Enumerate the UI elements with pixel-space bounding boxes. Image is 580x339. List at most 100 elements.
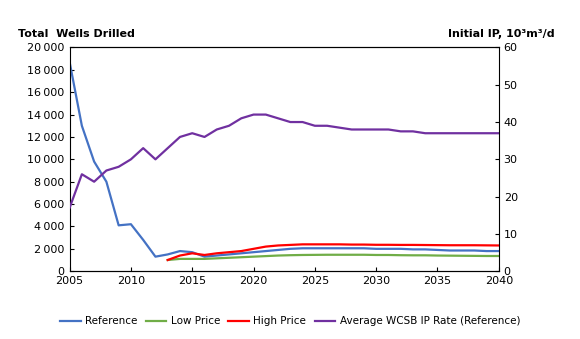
Average WCSB IP Rate (Reference) — [483, 131, 490, 135]
Reference — [238, 251, 245, 255]
Reference — [213, 254, 220, 258]
High Price — [348, 242, 355, 246]
High Price — [434, 243, 441, 247]
Reference — [152, 255, 159, 259]
High Price — [213, 251, 220, 255]
High Price — [226, 250, 233, 254]
Low Price — [471, 254, 478, 258]
Reference — [103, 180, 110, 184]
Average WCSB IP Rate (Reference) — [311, 124, 318, 128]
Reference — [262, 249, 269, 253]
Reference — [311, 246, 318, 250]
Low Price — [495, 254, 502, 258]
Reference — [483, 249, 490, 253]
Low Price — [274, 254, 281, 258]
Reference — [78, 124, 85, 128]
Reference — [360, 246, 367, 250]
Low Price — [201, 257, 208, 261]
High Price — [397, 243, 404, 247]
Low Price — [360, 253, 367, 257]
Average WCSB IP Rate (Reference) — [103, 168, 110, 173]
Reference — [128, 222, 135, 226]
Line: Reference: Reference — [70, 62, 499, 257]
Reference — [274, 248, 281, 252]
Average WCSB IP Rate (Reference) — [250, 113, 257, 117]
Average WCSB IP Rate (Reference) — [274, 116, 281, 120]
Low Price — [483, 254, 490, 258]
High Price — [262, 244, 269, 248]
Average WCSB IP Rate (Reference) — [201, 135, 208, 139]
High Price — [385, 243, 392, 247]
Average WCSB IP Rate (Reference) — [176, 135, 183, 139]
Text: Total  Wells Drilled: Total Wells Drilled — [18, 28, 135, 39]
Low Price — [299, 253, 306, 257]
Average WCSB IP Rate (Reference) — [409, 129, 416, 133]
Reference — [201, 255, 208, 259]
Low Price — [409, 253, 416, 257]
Reference — [250, 250, 257, 254]
Reference — [176, 249, 183, 253]
Average WCSB IP Rate (Reference) — [238, 116, 245, 120]
Low Price — [324, 253, 331, 257]
Reference — [422, 247, 429, 252]
High Price — [409, 243, 416, 247]
Line: High Price: High Price — [168, 244, 499, 260]
High Price — [422, 243, 429, 247]
Average WCSB IP Rate (Reference) — [422, 131, 429, 135]
Average WCSB IP Rate (Reference) — [115, 165, 122, 169]
High Price — [471, 243, 478, 247]
Low Price — [164, 258, 171, 262]
Line: Average WCSB IP Rate (Reference): Average WCSB IP Rate (Reference) — [70, 115, 499, 208]
Average WCSB IP Rate (Reference) — [459, 131, 466, 135]
Reference — [471, 248, 478, 253]
Average WCSB IP Rate (Reference) — [164, 146, 171, 150]
High Price — [360, 242, 367, 246]
Reference — [459, 248, 466, 253]
High Price — [495, 243, 502, 247]
Low Price — [226, 256, 233, 260]
Average WCSB IP Rate (Reference) — [336, 125, 343, 129]
Low Price — [397, 253, 404, 257]
High Price — [188, 251, 195, 255]
High Price — [311, 242, 318, 246]
Low Price — [250, 255, 257, 259]
Low Price — [213, 256, 220, 260]
Average WCSB IP Rate (Reference) — [226, 124, 233, 128]
Low Price — [385, 253, 392, 257]
Reference — [409, 247, 416, 252]
High Price — [324, 242, 331, 246]
Low Price — [287, 253, 294, 257]
Average WCSB IP Rate (Reference) — [152, 157, 159, 161]
Reference — [287, 247, 294, 251]
Average WCSB IP Rate (Reference) — [324, 124, 331, 128]
Low Price — [459, 254, 466, 258]
Average WCSB IP Rate (Reference) — [471, 131, 478, 135]
Average WCSB IP Rate (Reference) — [66, 206, 73, 210]
Reference — [446, 248, 453, 253]
Average WCSB IP Rate (Reference) — [385, 127, 392, 132]
Low Price — [238, 255, 245, 259]
Average WCSB IP Rate (Reference) — [128, 157, 135, 161]
Low Price — [434, 254, 441, 258]
Average WCSB IP Rate (Reference) — [213, 127, 220, 132]
Reference — [348, 246, 355, 250]
High Price — [336, 242, 343, 246]
Average WCSB IP Rate (Reference) — [495, 131, 502, 135]
Reference — [115, 223, 122, 227]
Average WCSB IP Rate (Reference) — [262, 113, 269, 117]
Low Price — [336, 253, 343, 257]
Average WCSB IP Rate (Reference) — [397, 129, 404, 133]
Average WCSB IP Rate (Reference) — [140, 146, 147, 150]
Low Price — [176, 257, 183, 261]
Reference — [164, 252, 171, 256]
Average WCSB IP Rate (Reference) — [360, 127, 367, 132]
Average WCSB IP Rate (Reference) — [287, 120, 294, 124]
Reference — [226, 252, 233, 256]
Low Price — [188, 257, 195, 261]
High Price — [176, 254, 183, 258]
Text: Initial IP, 10³m³/d: Initial IP, 10³m³/d — [448, 28, 554, 39]
High Price — [274, 243, 281, 247]
Average WCSB IP Rate (Reference) — [90, 180, 97, 184]
Average WCSB IP Rate (Reference) — [188, 131, 195, 135]
Average WCSB IP Rate (Reference) — [434, 131, 441, 135]
